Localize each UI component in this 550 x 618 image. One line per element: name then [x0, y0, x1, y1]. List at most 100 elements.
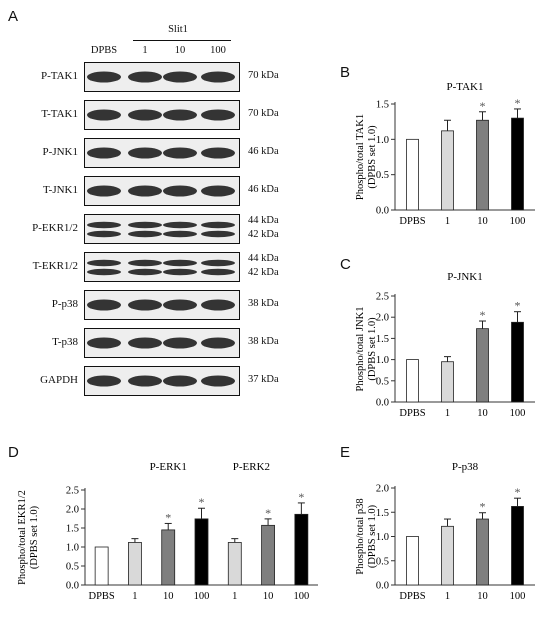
blot-image [84, 138, 240, 168]
blot-image [84, 366, 240, 396]
blot-band [128, 268, 162, 276]
blot-label: T-TAK1 [41, 108, 78, 120]
x-tick-label: 1 [445, 408, 450, 419]
blot-band [163, 185, 197, 197]
blot-band [163, 259, 197, 267]
blot-band [163, 337, 197, 349]
kda-label: 42 kDa [248, 267, 279, 278]
blot-label: T-JNK1 [42, 184, 78, 196]
chart-title: P-p38 [452, 461, 479, 473]
blot-frame [84, 214, 240, 244]
x-tick-label: 100 [293, 591, 309, 602]
y-tick-label: 1.0 [66, 543, 79, 554]
bar [227, 542, 242, 586]
blot-label: T-EKR1/2 [32, 260, 78, 272]
blot-band [163, 268, 197, 276]
blot-image [84, 100, 240, 130]
y-tick-label: 1.0 [376, 135, 389, 146]
kda-label: 44 kDa [248, 253, 279, 264]
bar [194, 518, 209, 586]
y-axis-label: (DPBS set 1.0) [367, 317, 378, 381]
chart-p-p38: Phospho/total p38 (DPBS set 1.0) 0.0 0.5 1.0… [355, 461, 535, 602]
blot-band [163, 147, 197, 159]
bar [128, 542, 142, 586]
y-tick-label: 2.0 [376, 313, 389, 324]
blot-band [128, 185, 162, 197]
panel-c-letter: C [340, 256, 351, 273]
blot-band [201, 259, 235, 267]
y-tick-label: 0.0 [376, 398, 389, 409]
blot-band [87, 230, 121, 238]
y-tick-label: 0.5 [376, 376, 389, 387]
x-tick-label: 1 [445, 591, 450, 602]
kda-label: 38 kDa [248, 298, 279, 309]
lane-label: DPBS [90, 45, 118, 56]
x-tick-label: DPBS [399, 408, 425, 419]
y-tick-label: 2.0 [66, 505, 79, 516]
y-axis-label: Phospho/total EKR1/2 [17, 490, 28, 585]
y-tick-label: 0.0 [376, 206, 389, 217]
blot-band [201, 221, 235, 229]
bar [476, 119, 489, 211]
blot-label: P-JNK1 [42, 146, 78, 158]
blot-band [128, 230, 162, 238]
blot-band [128, 337, 162, 349]
kda-label: 46 kDa [248, 184, 279, 195]
x-tick-label: 10 [477, 408, 488, 419]
chart-title: P-TAK1 [446, 81, 483, 93]
kda-label: 38 kDa [248, 336, 279, 347]
y-tick-label: 0.0 [376, 581, 389, 592]
blot-label: GAPDH [40, 374, 78, 386]
bar [476, 518, 489, 586]
bar [261, 524, 275, 586]
blot-image [84, 214, 240, 244]
blot-band [201, 337, 235, 349]
group-title-erk2: P-ERK2 [233, 461, 270, 473]
bar [441, 361, 454, 403]
panel-e-letter: E [340, 444, 351, 461]
panel-b-letter: B [340, 64, 351, 81]
y-tick-label: 1.5 [376, 334, 389, 345]
blot-band [163, 109, 197, 121]
blot-image [84, 252, 240, 282]
bar [441, 130, 454, 211]
blot-band [87, 221, 121, 229]
blot-band [87, 185, 121, 197]
y-tick-label: 2.5 [376, 292, 389, 303]
significance-star: * [165, 510, 171, 524]
significance-star: * [199, 495, 205, 509]
bar [441, 525, 454, 586]
y-tick-label: 2.5 [66, 486, 79, 497]
y-tick-label: 0.5 [376, 556, 389, 567]
panel-a-letter: A [8, 8, 19, 25]
blot-band [87, 109, 121, 121]
blot-band [163, 375, 197, 387]
y-tick-label: 1.5 [376, 100, 389, 111]
y-axis-label: (DPBS set 1.0) [367, 125, 378, 189]
y-tick-label: 1.5 [376, 508, 389, 519]
x-tick-label: 1 [232, 591, 237, 602]
kda-label: 70 kDa [248, 70, 279, 81]
blot-band [163, 71, 197, 83]
panel-a-blots: Slit1 DPBS 1 10 100 P-TAK1 70 kDa T-TAK1 70 kDa P… [0, 0, 300, 420]
x-tick-label: 100 [510, 408, 526, 419]
blot-band [87, 337, 121, 349]
blot-band [201, 109, 235, 121]
y-tick-label: 2.0 [376, 484, 389, 495]
blot-band [163, 221, 197, 229]
kda-label: 46 kDa [248, 146, 279, 157]
lane-label: 100 [210, 45, 226, 56]
slit1-group-label: Slit1 [168, 24, 188, 35]
blot-band [201, 375, 235, 387]
chart-p-jnk1: Phospho/total JNK1 (DPBS set 1.0) 0.0 0.5 1.… [355, 271, 535, 419]
blot-image [84, 62, 240, 92]
y-axis-label: Phospho/total TAK1 [355, 114, 366, 200]
blot-band [163, 299, 197, 311]
blot-band [128, 71, 162, 83]
blot-label: T-p38 [52, 336, 78, 348]
x-tick-label: 10 [477, 216, 488, 227]
blot-band [87, 268, 121, 276]
bar [406, 359, 419, 403]
x-tick-label: 1 [132, 591, 137, 602]
chart-title: P-JNK1 [447, 271, 482, 283]
